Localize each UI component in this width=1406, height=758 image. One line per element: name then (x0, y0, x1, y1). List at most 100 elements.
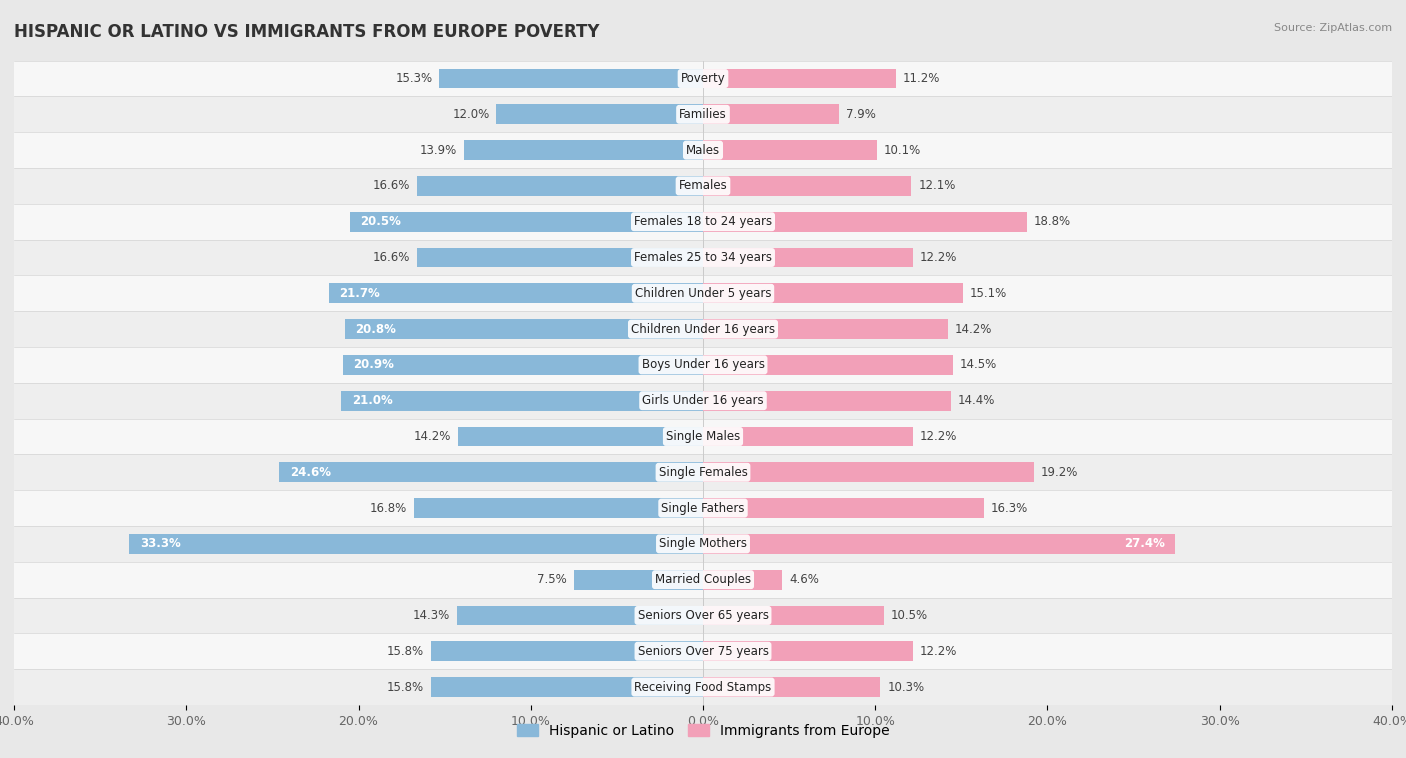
Bar (464, 140, 703, 160)
Bar (14, 383, 1392, 418)
Text: Females 25 to 34 years: Females 25 to 34 years (634, 251, 772, 264)
Bar (457, 606, 703, 625)
Bar (14, 132, 1392, 168)
Bar (430, 641, 703, 661)
Text: 11.2%: 11.2% (903, 72, 941, 85)
Text: Receiving Food Stamps: Receiving Food Stamps (634, 681, 772, 694)
Text: 12.2%: 12.2% (920, 645, 957, 658)
Bar (703, 462, 1033, 482)
Bar (703, 283, 963, 303)
Bar (703, 677, 880, 697)
Bar (703, 570, 782, 590)
Text: 15.3%: 15.3% (395, 72, 433, 85)
Text: 18.8%: 18.8% (1033, 215, 1071, 228)
Bar (14, 634, 1392, 669)
Text: 12.2%: 12.2% (920, 251, 957, 264)
Text: Girls Under 16 years: Girls Under 16 years (643, 394, 763, 407)
Text: Children Under 16 years: Children Under 16 years (631, 323, 775, 336)
Text: Children Under 5 years: Children Under 5 years (634, 287, 772, 300)
Bar (14, 669, 1392, 705)
Bar (703, 212, 1026, 231)
Bar (14, 240, 1392, 275)
Bar (14, 418, 1392, 454)
Text: Single Males: Single Males (666, 430, 740, 443)
Text: Boys Under 16 years: Boys Under 16 years (641, 359, 765, 371)
Text: 20.5%: 20.5% (360, 215, 401, 228)
Text: 21.7%: 21.7% (340, 287, 381, 300)
Bar (14, 204, 1392, 240)
Bar (14, 597, 1392, 634)
Text: 19.2%: 19.2% (1040, 465, 1078, 479)
Text: 4.6%: 4.6% (789, 573, 818, 586)
Text: 24.6%: 24.6% (290, 465, 330, 479)
Text: 16.6%: 16.6% (373, 180, 411, 193)
Text: 7.9%: 7.9% (846, 108, 876, 121)
Text: Males: Males (686, 143, 720, 157)
Text: Married Couples: Married Couples (655, 573, 751, 586)
Bar (703, 391, 950, 411)
Bar (329, 283, 703, 303)
Text: 10.1%: 10.1% (884, 143, 921, 157)
Bar (14, 312, 1392, 347)
Bar (14, 454, 1392, 490)
Text: 33.3%: 33.3% (139, 537, 180, 550)
Bar (350, 212, 703, 231)
Bar (413, 498, 703, 518)
Bar (703, 355, 953, 374)
Text: 12.2%: 12.2% (920, 430, 957, 443)
Bar (14, 347, 1392, 383)
Bar (703, 105, 839, 124)
Bar (129, 534, 703, 553)
Bar (703, 319, 948, 339)
Bar (14, 275, 1392, 312)
Bar (14, 168, 1392, 204)
Bar (14, 562, 1392, 597)
Text: Single Females: Single Females (658, 465, 748, 479)
Bar (496, 105, 703, 124)
Text: Females 18 to 24 years: Females 18 to 24 years (634, 215, 772, 228)
Bar (342, 391, 703, 411)
Bar (703, 534, 1175, 553)
Bar (703, 248, 912, 268)
Text: 12.0%: 12.0% (453, 108, 489, 121)
Bar (14, 96, 1392, 132)
Text: 14.4%: 14.4% (957, 394, 995, 407)
Bar (703, 69, 896, 89)
Text: Seniors Over 65 years: Seniors Over 65 years (637, 609, 769, 622)
Text: 15.8%: 15.8% (387, 681, 425, 694)
Text: Single Fathers: Single Fathers (661, 502, 745, 515)
Bar (343, 355, 703, 374)
Bar (703, 498, 984, 518)
Text: Single Mothers: Single Mothers (659, 537, 747, 550)
Text: 27.4%: 27.4% (1123, 537, 1164, 550)
Text: Females: Females (679, 180, 727, 193)
Text: 21.0%: 21.0% (352, 394, 392, 407)
Text: 10.5%: 10.5% (891, 609, 928, 622)
Bar (440, 69, 703, 89)
Bar (703, 176, 911, 196)
Text: 14.2%: 14.2% (955, 323, 991, 336)
Text: 12.1%: 12.1% (918, 180, 956, 193)
Text: 14.3%: 14.3% (412, 609, 450, 622)
Text: 15.1%: 15.1% (970, 287, 1007, 300)
Text: Source: ZipAtlas.com: Source: ZipAtlas.com (1274, 23, 1392, 33)
Text: 16.8%: 16.8% (370, 502, 406, 515)
Bar (280, 462, 703, 482)
Bar (458, 427, 703, 446)
Bar (14, 490, 1392, 526)
Text: 7.5%: 7.5% (537, 573, 567, 586)
Text: 10.3%: 10.3% (887, 681, 924, 694)
Text: 13.9%: 13.9% (419, 143, 457, 157)
Text: Poverty: Poverty (681, 72, 725, 85)
Bar (418, 176, 703, 196)
Bar (344, 319, 703, 339)
Bar (703, 606, 884, 625)
Bar (430, 677, 703, 697)
Text: 14.5%: 14.5% (960, 359, 997, 371)
Bar (574, 570, 703, 590)
Bar (703, 427, 912, 446)
Bar (703, 641, 912, 661)
Bar (14, 61, 1392, 96)
Bar (14, 526, 1392, 562)
Text: 16.3%: 16.3% (991, 502, 1028, 515)
